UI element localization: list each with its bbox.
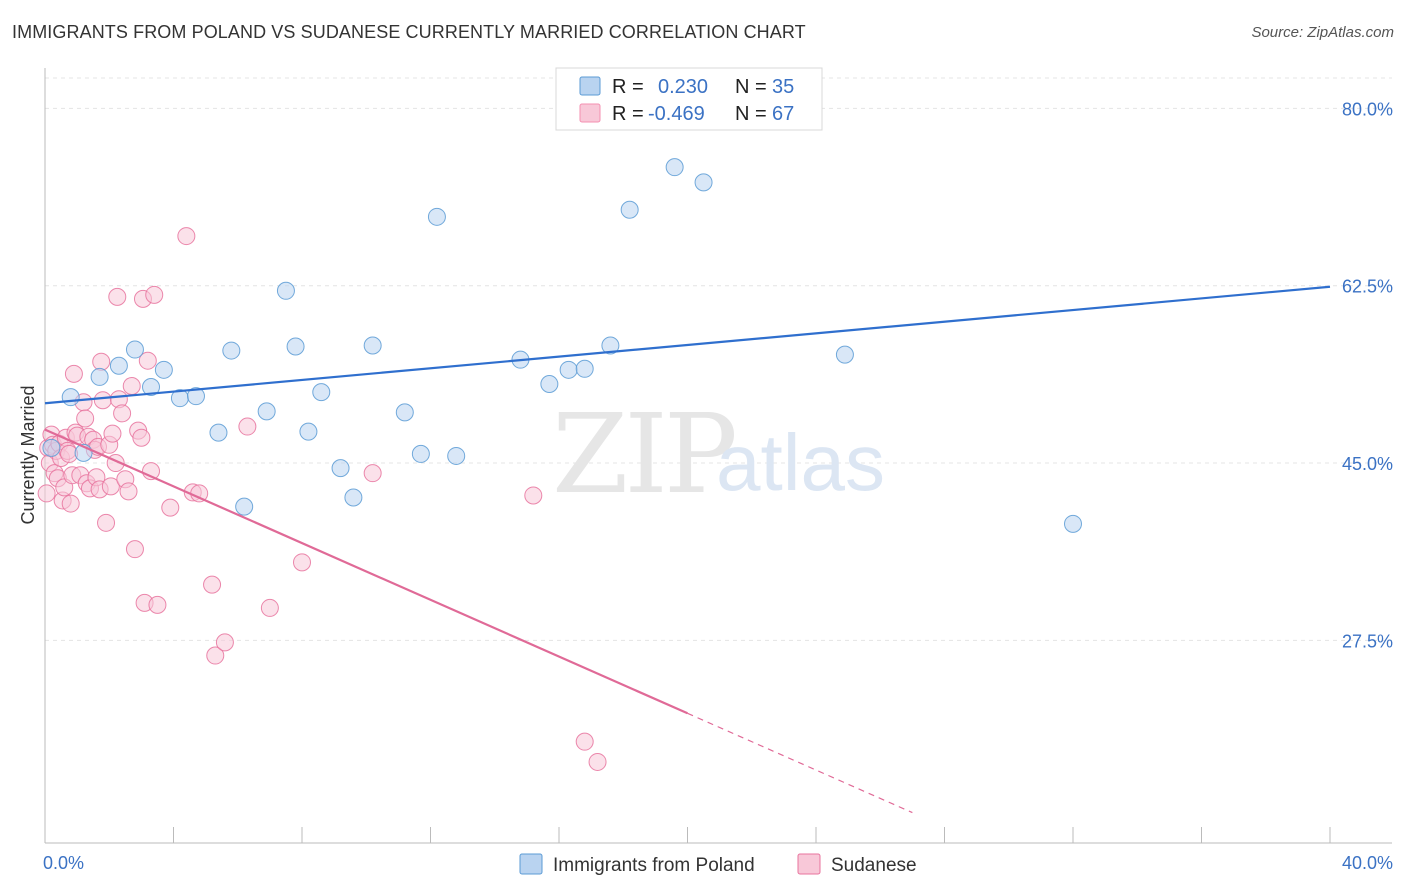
data-point-sudanese bbox=[108, 287, 127, 306]
legend-n-label-poland: N = bbox=[735, 76, 767, 98]
data-point-poland bbox=[209, 423, 228, 442]
data-point-sudanese bbox=[125, 540, 144, 559]
data-point-poland bbox=[186, 387, 205, 406]
x-tick-label: 40.0% bbox=[1342, 853, 1393, 873]
data-point-poland bbox=[125, 340, 144, 359]
tick-labels: 27.5% 45.0% 62.5% 80.0% 0.0% 40.0% bbox=[43, 99, 1393, 873]
data-point-sudanese bbox=[238, 417, 257, 436]
data-point-poland bbox=[312, 383, 331, 402]
data-point-poland bbox=[344, 488, 363, 507]
y-tick-label: 27.5% bbox=[1342, 631, 1393, 651]
data-point-poland bbox=[601, 336, 620, 355]
data-point-poland bbox=[257, 402, 276, 421]
series-legend: Immigrants from Poland Sudanese bbox=[519, 853, 917, 876]
trend-line-poland bbox=[44, 285, 1331, 405]
data-point-sudanese bbox=[524, 486, 543, 505]
data-point-sudanese bbox=[113, 404, 132, 423]
legend-n-value-poland: 35 bbox=[772, 76, 794, 98]
data-point-poland bbox=[154, 360, 173, 379]
legend-swatch-poland bbox=[579, 76, 601, 96]
grid-lines bbox=[45, 77, 1392, 641]
data-point-poland bbox=[42, 438, 61, 457]
data-point-sudanese bbox=[64, 364, 83, 383]
data-point-poland bbox=[427, 207, 446, 226]
source-credit: Source: ZipAtlas.com bbox=[1251, 24, 1394, 41]
data-point-poland bbox=[109, 356, 128, 375]
data-point-poland bbox=[395, 403, 414, 422]
y-tick-label: 80.0% bbox=[1342, 99, 1393, 119]
data-point-poland bbox=[620, 200, 639, 219]
data-point-sudanese bbox=[206, 646, 225, 665]
legend-r-value-sudanese: -0.469 bbox=[648, 103, 705, 125]
legend-n-label-sudanese: N = bbox=[735, 103, 767, 125]
watermark-zip: ZIP bbox=[552, 390, 735, 518]
bottom-legend-label-poland: Immigrants from Poland bbox=[553, 855, 755, 876]
data-point-poland bbox=[540, 375, 559, 393]
data-point-sudanese bbox=[215, 633, 234, 652]
data-point-sudanese bbox=[363, 464, 382, 483]
data-point-sudanese bbox=[101, 477, 120, 496]
data-point-sudanese bbox=[93, 391, 112, 410]
data-point-poland bbox=[559, 360, 578, 379]
data-point-sudanese bbox=[177, 227, 196, 246]
data-point-sudanese bbox=[148, 595, 167, 614]
data-point-sudanese bbox=[132, 428, 151, 447]
bottom-legend-label-sudanese: Sudanese bbox=[831, 855, 917, 876]
data-point-poland bbox=[142, 378, 161, 397]
data-point-poland bbox=[90, 367, 109, 386]
data-point-poland bbox=[694, 173, 713, 192]
y-tick-label: 45.0% bbox=[1342, 454, 1393, 474]
y-tick-label: 62.5% bbox=[1342, 277, 1393, 297]
data-point-sudanese bbox=[103, 424, 122, 443]
y-axis-label: Currently Married bbox=[18, 385, 38, 524]
data-point-sudanese bbox=[92, 352, 111, 371]
watermark: ZIP atlas bbox=[552, 390, 885, 518]
correlation-legend: R = 0.230 N = 35 R = -0.469 N = 67 bbox=[555, 67, 823, 131]
x-tick-label: 0.0% bbox=[43, 853, 84, 873]
data-point-sudanese bbox=[293, 553, 311, 572]
data-point-sudanese bbox=[260, 598, 279, 617]
data-point-poland bbox=[222, 341, 241, 360]
data-point-sudanese bbox=[122, 377, 141, 396]
data-point-sudanese bbox=[145, 285, 164, 304]
data-point-poland bbox=[447, 446, 466, 465]
data-point-sudanese bbox=[161, 498, 180, 517]
bottom-legend-swatch-poland bbox=[519, 853, 543, 875]
watermark-atlas: atlas bbox=[716, 418, 885, 507]
data-point-poland bbox=[665, 158, 684, 177]
trend-line-sudanese bbox=[44, 428, 688, 715]
data-point-sudanese bbox=[76, 409, 95, 428]
data-point-sudanese bbox=[61, 494, 80, 513]
legend-r-label-poland: R = bbox=[612, 76, 644, 98]
data-point-sudanese bbox=[97, 513, 116, 532]
legend-r-label-sudanese: R = bbox=[612, 103, 644, 125]
data-point-poland bbox=[363, 336, 382, 355]
data-points bbox=[37, 158, 1082, 771]
data-point-poland bbox=[835, 345, 854, 364]
data-point-sudanese bbox=[37, 484, 56, 503]
data-point-poland bbox=[61, 388, 80, 407]
data-point-sudanese bbox=[138, 351, 157, 370]
data-point-sudanese bbox=[588, 752, 607, 771]
data-point-poland bbox=[331, 459, 350, 478]
legend-r-value-poland: 0.230 bbox=[658, 76, 708, 98]
legend-n-value-sudanese: 67 bbox=[772, 103, 794, 125]
trend-line-sudanese-extension bbox=[687, 712, 913, 814]
data-point-poland bbox=[276, 281, 295, 300]
data-point-sudanese bbox=[119, 482, 138, 501]
data-point-poland bbox=[575, 359, 594, 378]
data-point-poland bbox=[411, 444, 430, 463]
data-point-sudanese bbox=[203, 575, 222, 594]
data-point-poland bbox=[286, 337, 305, 356]
chart-title: IMMIGRANTS FROM POLAND VS SUDANESE CURRE… bbox=[12, 22, 806, 42]
data-point-poland bbox=[299, 422, 318, 441]
data-point-sudanese bbox=[575, 732, 594, 751]
data-point-poland bbox=[1064, 514, 1082, 533]
data-point-poland bbox=[235, 497, 254, 516]
trend-lines bbox=[44, 285, 1331, 814]
legend-swatch-sudanese bbox=[579, 103, 601, 123]
bottom-legend-swatch-sudanese bbox=[797, 853, 821, 875]
